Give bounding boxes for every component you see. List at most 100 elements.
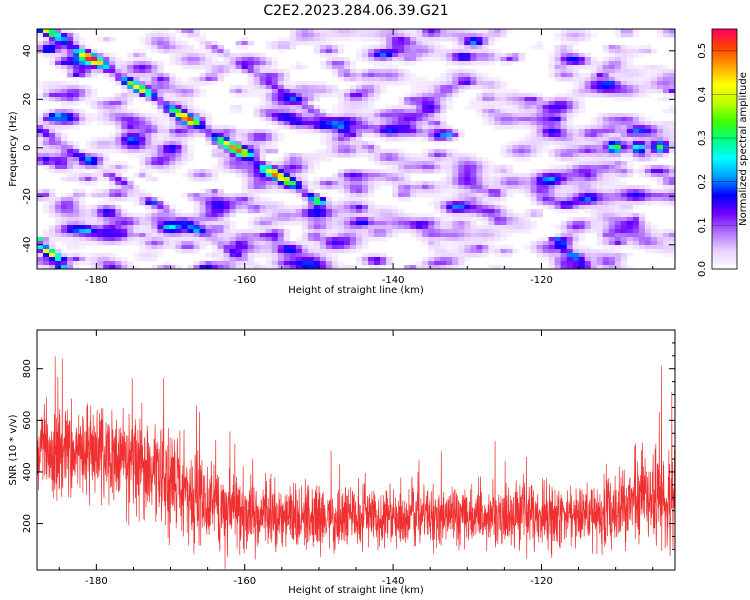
heatmap-cell — [398, 149, 405, 154]
heatmap-cell — [313, 245, 321, 250]
heatmap-cell — [542, 109, 549, 114]
heatmap-cell — [398, 61, 405, 66]
heatmap-cell — [319, 141, 327, 146]
heatmap-cell — [488, 93, 495, 98]
heatmap-cell — [524, 109, 531, 114]
heatmap-cell — [265, 117, 273, 122]
heatmap-cell — [43, 109, 50, 114]
heatmap-cell — [554, 45, 562, 50]
heatmap-cell — [596, 173, 604, 178]
heatmap-cell — [199, 177, 206, 182]
heatmap-cell — [536, 117, 543, 122]
heatmap-cell — [464, 209, 471, 214]
heatmap-cell — [331, 249, 339, 254]
heatmap-cell — [440, 217, 447, 222]
heatmap-cell — [632, 117, 640, 122]
heatmap-cell — [205, 193, 212, 198]
heatmap-cell — [151, 237, 158, 242]
heatmap-cell — [205, 73, 212, 78]
heatmap-cell — [43, 45, 50, 50]
heatmap-cell — [494, 37, 501, 42]
heatmap-cell — [211, 205, 218, 210]
heatmap-cell — [325, 85, 333, 90]
heatmap-cell — [476, 253, 483, 258]
heatmap-cell — [446, 57, 453, 62]
heatmap-cell — [127, 89, 134, 94]
heatmap-cell — [668, 125, 675, 130]
heatmap-cell — [133, 193, 140, 198]
heatmap-cell — [91, 117, 98, 122]
heatmap-cell — [368, 253, 375, 258]
heatmap-cell — [217, 217, 224, 222]
heatmap-cell — [211, 77, 218, 82]
heatmap-cell — [422, 185, 429, 190]
heatmap-cell — [325, 225, 333, 230]
heatmap-cell — [398, 209, 405, 214]
heatmap-cell — [49, 125, 56, 130]
heatmap-cell — [632, 53, 640, 58]
heatmap-cell — [506, 165, 513, 170]
heatmap-cell — [428, 237, 435, 242]
heatmap-cell — [554, 57, 562, 62]
heatmap-cell — [518, 217, 525, 222]
heatmap-cell — [313, 153, 321, 158]
heatmap-cell — [349, 141, 357, 146]
heatmap-cell — [662, 189, 670, 194]
heatmap-cell — [67, 149, 74, 154]
heatmap-cell — [337, 173, 345, 178]
heatmap-cell — [392, 49, 399, 54]
heatmap-cell — [368, 57, 375, 62]
heatmap-cell — [416, 153, 423, 158]
heatmap-cell — [374, 209, 381, 214]
heatmap-cell — [380, 213, 387, 218]
heatmap-cell — [211, 257, 218, 262]
heatmap-cell — [548, 109, 556, 114]
heatmap-cell — [548, 129, 556, 134]
heatmap-cell — [554, 237, 562, 242]
heatmap-cell — [67, 221, 74, 226]
heatmap-cell — [187, 193, 194, 198]
heatmap-cell — [464, 257, 471, 262]
heatmap-cell — [151, 45, 158, 50]
heatmap-cell — [518, 113, 525, 118]
heatmap-cell — [368, 213, 375, 218]
heatmap-cell — [356, 221, 363, 226]
heatmap-cell — [548, 249, 556, 254]
heatmap-cell — [566, 97, 574, 102]
heatmap-cell — [380, 113, 387, 118]
heatmap-cell — [139, 97, 146, 102]
heatmap-cell — [644, 249, 652, 254]
heatmap-cell — [97, 253, 104, 258]
heatmap-cell — [500, 85, 507, 90]
heatmap-cell — [452, 229, 459, 234]
heatmap-cell — [253, 77, 261, 82]
heatmap-cell — [55, 149, 62, 154]
heatmap-cell — [560, 193, 568, 198]
heatmap-cell — [632, 81, 640, 86]
heatmap-cell — [289, 209, 297, 214]
heatmap-cell — [229, 93, 237, 98]
heatmap-cell — [614, 209, 622, 214]
heatmap-cell — [85, 221, 92, 226]
heatmap-cell — [608, 161, 616, 166]
heatmap-cell — [410, 89, 417, 94]
heatmap-cell — [295, 237, 303, 242]
heatmap-cell — [392, 169, 399, 174]
heatmap-cell — [632, 89, 640, 94]
heatmap-cell — [61, 213, 68, 218]
heatmap-cell — [289, 181, 297, 186]
heatmap-cell — [151, 129, 158, 134]
heatmap-cell — [283, 81, 291, 86]
heatmap-cell — [614, 73, 622, 78]
heatmap-cell — [49, 149, 56, 154]
heatmap-cell — [139, 229, 146, 234]
heatmap-cell — [362, 81, 369, 86]
heatmap-cell — [446, 169, 453, 174]
colorbar: 0.00.10.20.30.40.5 Normalized spectral a… — [697, 28, 749, 277]
heatmap-cell — [91, 257, 98, 262]
heatmap-cell — [301, 213, 309, 218]
heatmap-cell — [295, 101, 303, 106]
heatmap-cell — [632, 65, 640, 70]
heatmap-cell — [494, 197, 501, 202]
heatmap-cell — [410, 81, 417, 86]
